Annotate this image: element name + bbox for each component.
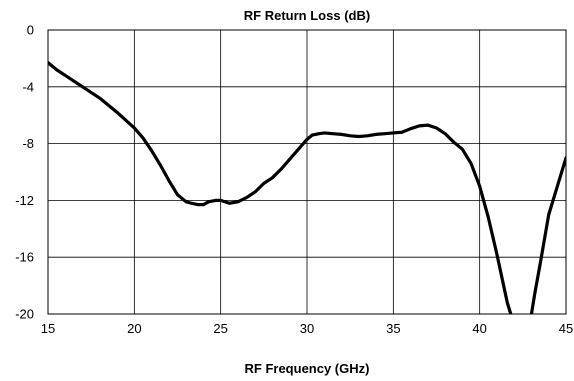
x-axis-label: RF Frequency (GHz) — [245, 361, 370, 376]
y-tick-label: 0 — [27, 23, 34, 38]
y-tick-label: -16 — [15, 250, 34, 265]
x-tick-label: 15 — [41, 321, 55, 336]
y-tick-label: -8 — [22, 136, 34, 151]
data-series-layer — [48, 61, 566, 314]
x-tick-label: 25 — [213, 321, 227, 336]
tick-labels: 15 20 25 30 35 40 45 0 -4 -8 -12 -16 -20 — [15, 23, 573, 337]
y-tick-label: -20 — [15, 307, 34, 322]
x-tick-label: 45 — [559, 321, 573, 336]
return-loss-line — [48, 61, 566, 314]
chart-title: RF Return Loss (dB) — [244, 8, 370, 23]
y-tick-label: -4 — [22, 79, 34, 94]
x-tick-label: 35 — [386, 321, 400, 336]
plot-frame — [47, 29, 567, 315]
grid — [48, 30, 566, 314]
x-tick-label: 20 — [127, 321, 141, 336]
x-tick-label: 30 — [300, 321, 314, 336]
y-tick-label: -12 — [15, 193, 34, 208]
x-tick-label: 40 — [472, 321, 486, 336]
